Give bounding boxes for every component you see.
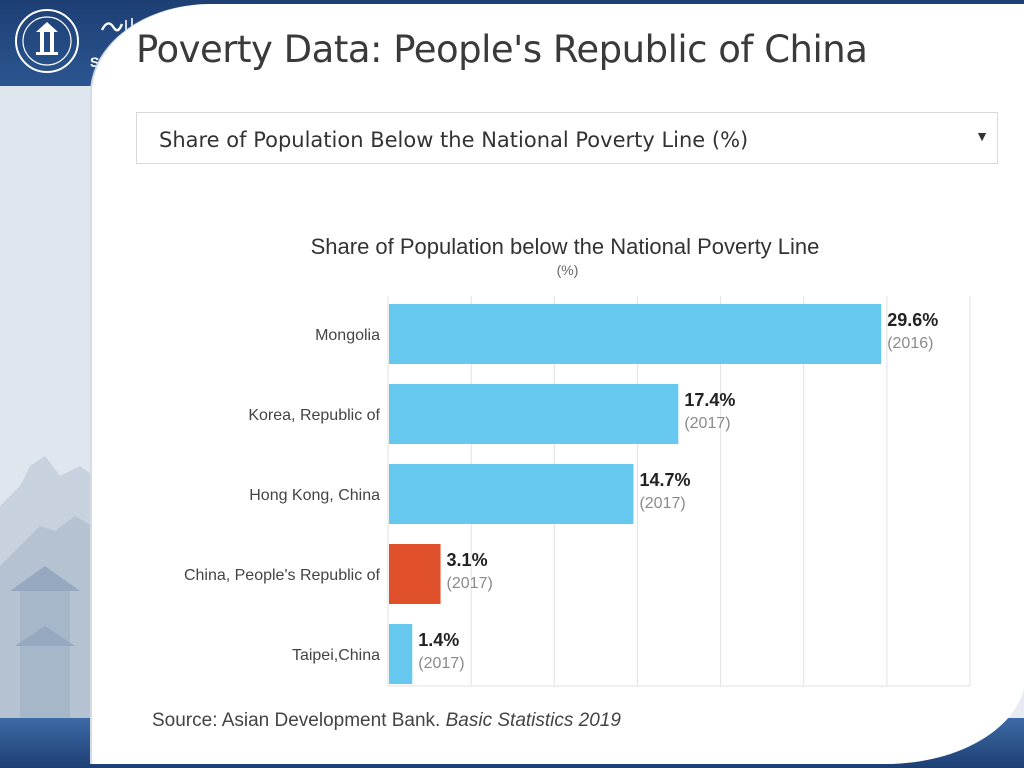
category-label: Hong Kong, China bbox=[249, 487, 380, 504]
bar bbox=[389, 384, 679, 444]
value-label: 14.7% bbox=[639, 470, 690, 490]
chart-subtitle: (%) bbox=[556, 262, 579, 278]
indicator-dropdown-value: Share of Population Below the National P… bbox=[159, 128, 749, 152]
source-title: Basic Statistics 2019 bbox=[445, 710, 621, 731]
value-label: 3.1% bbox=[447, 550, 488, 570]
year-label: (2017) bbox=[418, 655, 464, 672]
value-label: 1.4% bbox=[418, 630, 459, 650]
bar-highlighted bbox=[389, 544, 441, 604]
university-seal-logo bbox=[14, 8, 80, 74]
bar bbox=[389, 304, 882, 364]
value-label: 29.6% bbox=[887, 310, 938, 330]
source-prefix: Source: Asian Development Bank. bbox=[152, 710, 441, 731]
year-label: (2017) bbox=[639, 495, 685, 512]
category-label: Taipei,China bbox=[292, 647, 380, 664]
category-label: Korea, Republic of bbox=[248, 407, 380, 424]
bar bbox=[389, 624, 413, 684]
year-label: (2017) bbox=[447, 575, 493, 592]
chevron-down-icon[interactable]: ▼ bbox=[975, 128, 989, 144]
background-pagoda-image bbox=[0, 86, 100, 718]
poverty-bar-chart: Mongolia 29.6% (2016) Korea, Republic of 17.… bbox=[184, 296, 971, 687]
year-label: (2017) bbox=[684, 415, 730, 432]
indicator-dropdown[interactable]: Share of Population Below the National P… bbox=[136, 112, 998, 164]
source-citation: Source: Asian Development Bank. Basic St… bbox=[152, 710, 621, 732]
value-label: 17.4% bbox=[684, 390, 735, 410]
category-label: China, People's Republic of bbox=[184, 567, 381, 584]
chart-title: Share of Population below the National P… bbox=[310, 234, 820, 259]
year-label: (2016) bbox=[887, 335, 933, 352]
category-label: Mongolia bbox=[315, 327, 380, 344]
page-title: Poverty Data: People's Republic of China bbox=[136, 28, 868, 71]
bar bbox=[389, 464, 634, 524]
